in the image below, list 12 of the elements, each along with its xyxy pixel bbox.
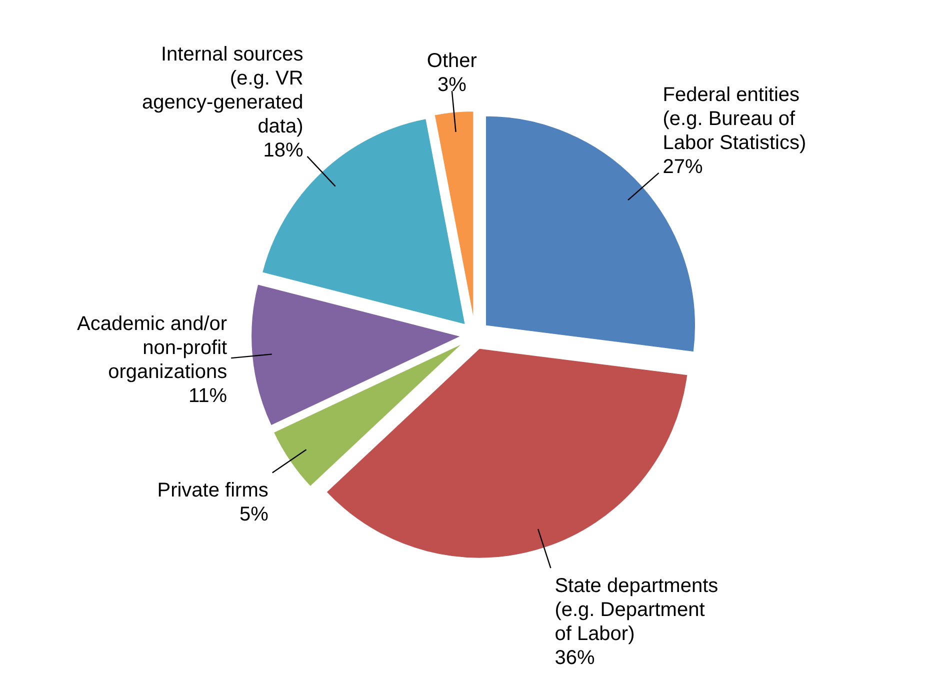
- slice-label: Academic and/or non-profit organizations: [77, 313, 228, 384]
- data-label: 27%: [662, 156, 704, 178]
- slice-label: Other: [426, 50, 478, 72]
- data-label: 11%: [188, 385, 228, 408]
- slice-label: Internal sources (e.g. VR agency-generated data): [142, 43, 304, 138]
- data-label: 3%: [437, 74, 467, 96]
- data-label: 18%: [263, 139, 304, 162]
- slice-label: Federal entities (e.g. Bureau of Labor Statistics): [662, 84, 806, 154]
- data-label: 36%: [554, 647, 595, 670]
- slice-label: State departments (e.g. Department of Labor): [554, 575, 718, 646]
- slice-label: Private firms: [157, 480, 268, 502]
- data-label: 5%: [239, 504, 269, 526]
